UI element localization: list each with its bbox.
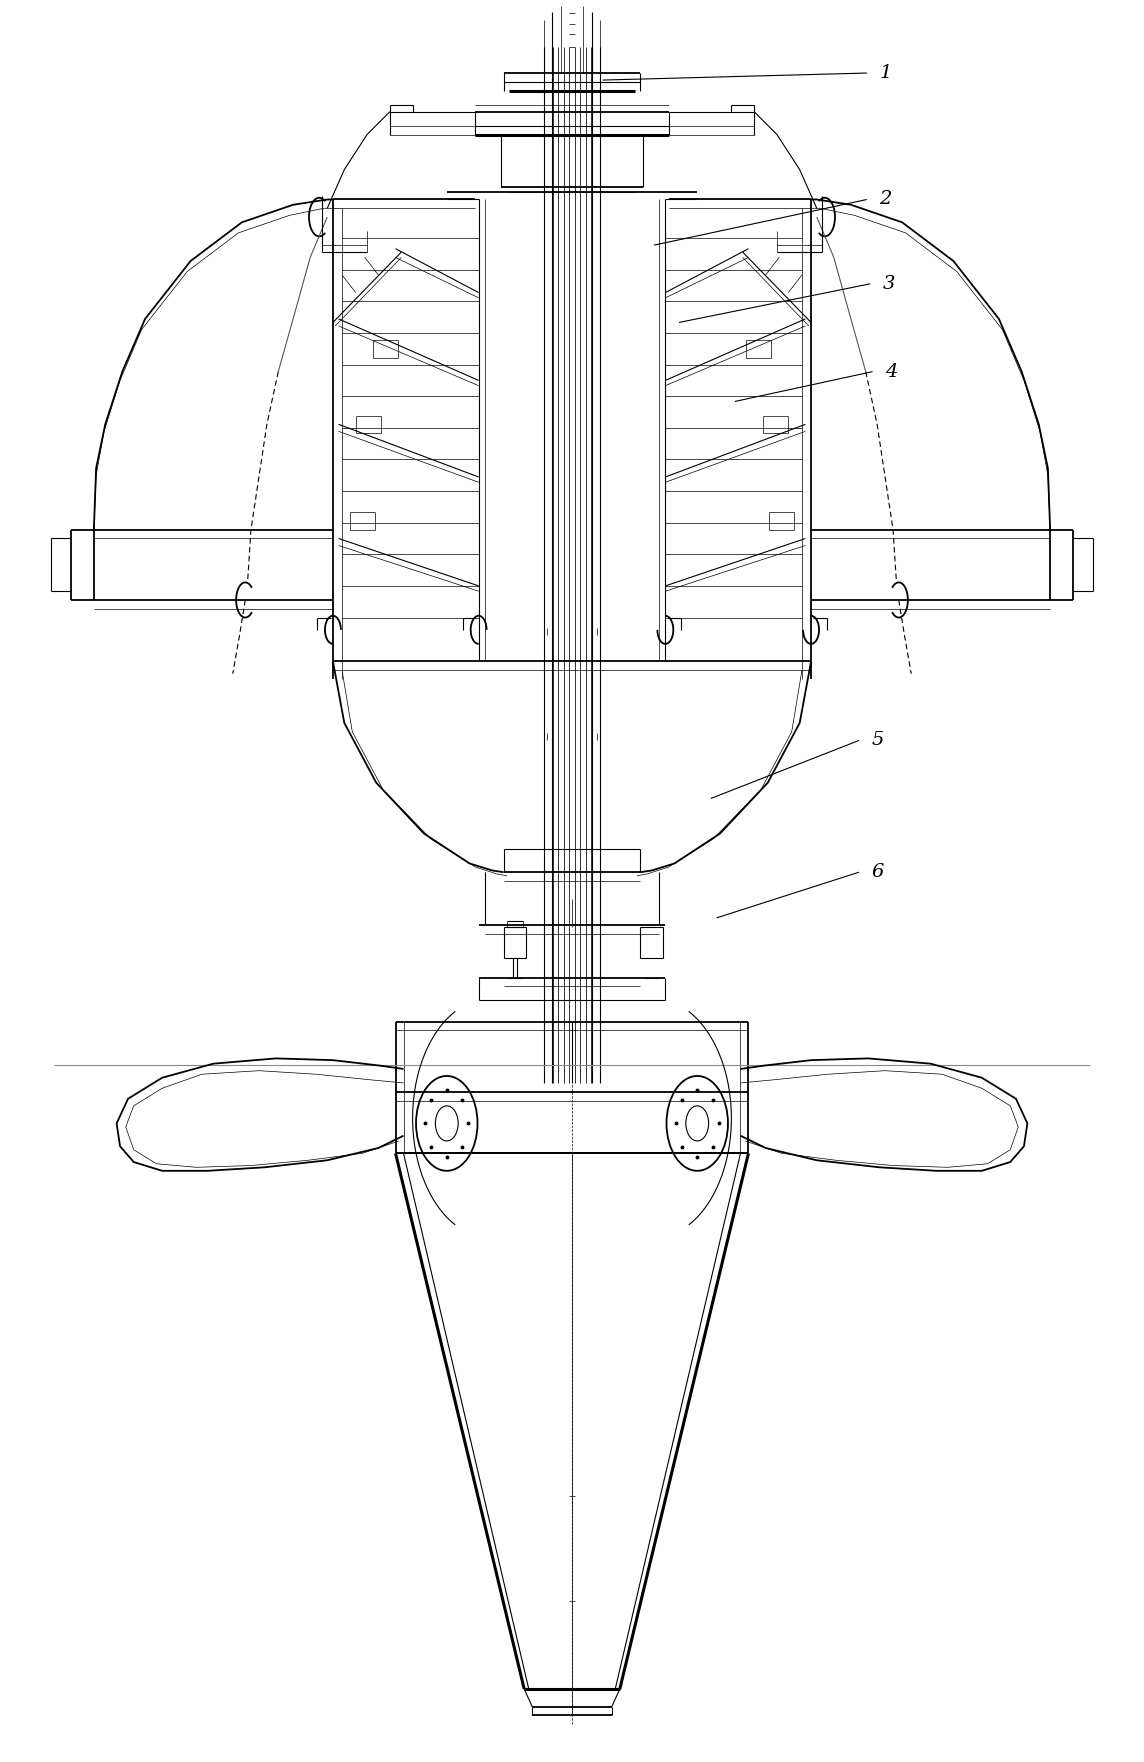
Text: 2: 2 <box>880 190 892 208</box>
Text: 3: 3 <box>883 275 895 292</box>
Text: 6: 6 <box>872 863 884 881</box>
Text: 5: 5 <box>872 731 884 749</box>
Text: 1: 1 <box>880 63 892 83</box>
Text: 4: 4 <box>885 363 897 381</box>
